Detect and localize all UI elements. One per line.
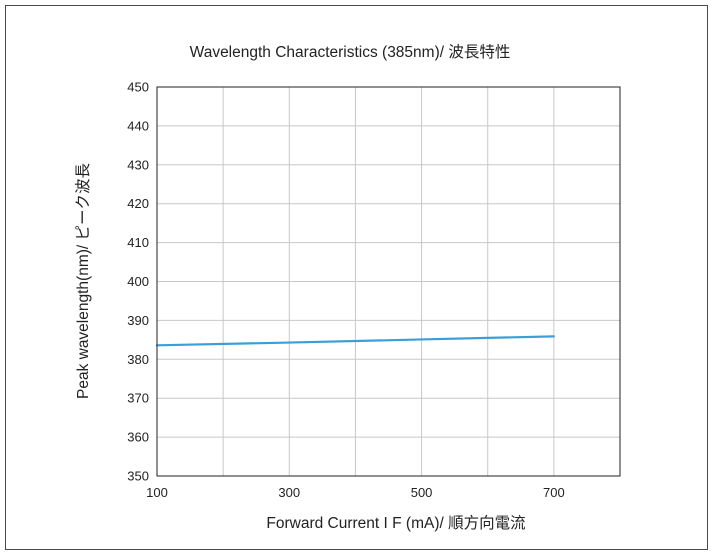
x-tick-label: 300 — [278, 485, 300, 500]
y-tick-label: 420 — [127, 196, 149, 211]
y-tick-label: 440 — [127, 118, 149, 133]
series-line — [155, 335, 555, 347]
y-axis-label: Peak wavelength(nm)/ ピーク波長 — [74, 162, 92, 399]
x-tick-label: 100 — [146, 485, 168, 500]
series-layer — [155, 335, 555, 347]
y-tick-label: 370 — [127, 391, 149, 406]
x-tick-label: 700 — [543, 485, 565, 500]
y-tick-label: 400 — [127, 274, 149, 289]
y-tick-label: 360 — [127, 430, 149, 445]
chart-title: Wavelength Characteristics (385nm)/ 波長特性 — [190, 43, 511, 61]
y-tick-label: 350 — [127, 469, 149, 484]
grid-lines — [156, 86, 621, 477]
y-tick-label: 410 — [127, 235, 149, 250]
plot-area-border — [156, 86, 621, 477]
chart-frame — [5, 5, 708, 550]
y-tick-labels: 350 360 370 380 390 400 410 420 430 440 450 — [127, 80, 149, 484]
y-tick-label: 390 — [127, 313, 149, 328]
x-tick-label: 500 — [411, 485, 433, 500]
y-tick-label: 380 — [127, 352, 149, 367]
x-axis-label: Forward Current I F (mA)/ 順方向電流 — [266, 514, 525, 532]
y-tick-label: 430 — [127, 157, 149, 172]
x-tick-labels: 100 300 500 700 — [146, 485, 565, 500]
y-tick-label: 450 — [127, 80, 149, 95]
